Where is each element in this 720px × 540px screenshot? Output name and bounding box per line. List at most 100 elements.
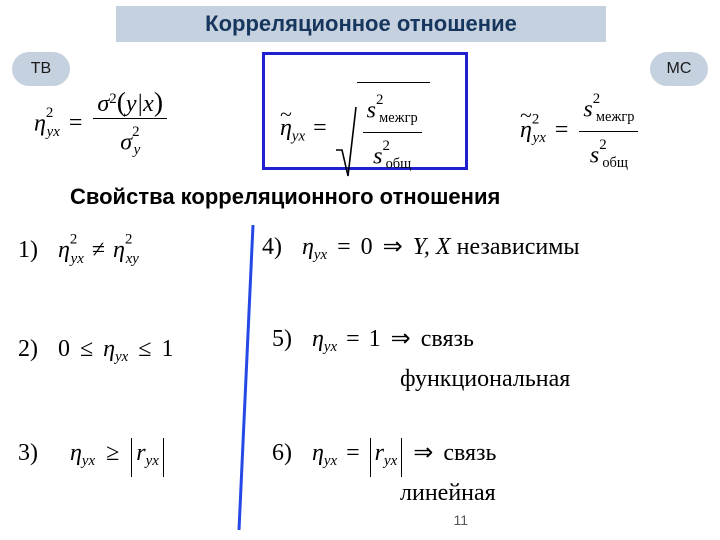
p4-label: 4) [262, 234, 296, 261]
p3-eta: η [70, 440, 82, 466]
f3-fraction: s2межгр s2общ [579, 86, 638, 177]
p2-zero: 0 [58, 336, 70, 362]
f3-eta-sup: 2 [532, 111, 539, 127]
f2-sqrt: s2межгр s2общ [335, 82, 430, 178]
f3-den-s: s [590, 142, 599, 168]
f1-num-sup: 2 [109, 91, 116, 107]
f3-eta-tilde: ~ η [520, 117, 532, 144]
f2-eta-sub: yx [292, 129, 305, 145]
p4-implies: ⇒ [383, 234, 403, 260]
p5-eta: η [312, 326, 324, 352]
f1-num-sigma: σ [97, 91, 109, 117]
f3-eq: = [555, 117, 569, 143]
sqrt-icon [335, 106, 357, 178]
f2-num-s: s [367, 97, 376, 123]
p3-sub: yx [82, 453, 95, 469]
f3-num-label: межгр [596, 109, 635, 125]
p4-zero: 0 [361, 234, 373, 260]
formula-eta-squared-sample: ~ η 2yx = s2межгр s2общ [520, 86, 640, 177]
p6-r: r [375, 440, 384, 466]
p4-YX: Y, X [413, 234, 451, 260]
property-6-line2: линейная [400, 480, 496, 507]
property-5-line2: функциональная [400, 366, 570, 393]
p6-label: 6) [272, 440, 306, 467]
f2-num-sup: 2 [376, 92, 383, 108]
f1-fraction: σ2(y|x) σ2y [93, 86, 167, 164]
p1-b-sup: 2 [125, 232, 132, 248]
p5-line1: связь [421, 326, 474, 352]
p2-le2: ≤ [138, 336, 151, 362]
p4-sub: yx [314, 247, 327, 263]
badge-mc-label: МС [667, 60, 692, 78]
p5-sub: yx [324, 339, 337, 355]
column-divider [237, 225, 257, 525]
page-number: 11 [453, 512, 468, 528]
f2-fraction: s2межгр s2общ [363, 87, 422, 178]
p1-a-eta: η [58, 237, 70, 263]
slide-title: Корреляционное отношение [116, 6, 606, 42]
f2-eq: = [313, 115, 327, 141]
p1-a-sup: 2 [70, 232, 77, 248]
f3-num-s: s [583, 96, 592, 122]
f1-den-sigma: σ [120, 129, 132, 155]
f1-eta: η [34, 110, 46, 136]
f3-den-sup: 2 [599, 137, 606, 153]
property-1: 1) η2yx ≠ η2xy [18, 232, 139, 268]
p2-sub: yx [115, 349, 128, 365]
properties-heading: Свойства корреляционного отношения [70, 184, 500, 210]
p6-eta: η [312, 440, 324, 466]
f3-den-label: общ [602, 155, 628, 171]
p1-a-sub: yx [71, 251, 84, 267]
properties-heading-text: Свойства корреляционного отношения [70, 184, 500, 209]
p3-r-sub: yx [146, 453, 159, 469]
p1-b-sub: xy [126, 251, 139, 267]
p5-eq: = [346, 326, 360, 352]
p3-label: 3) [18, 440, 52, 467]
f3-eta-sub: yx [533, 130, 546, 146]
f1-eta-sup: 2 [46, 105, 53, 121]
p2-le1: ≤ [80, 336, 93, 362]
p2-eta: η [103, 336, 115, 362]
p2-one: 1 [161, 336, 173, 362]
p6-sub: yx [324, 453, 337, 469]
f3-num-sup: 2 [593, 91, 600, 107]
property-6: 6) ηyx = ryx ⇒ связь [272, 438, 496, 477]
f2-eta-tilde: ~ η [280, 115, 292, 142]
f1-eta-sub: yx [47, 124, 60, 140]
page-number-value: 11 [453, 512, 468, 528]
f2-den-sup: 2 [382, 138, 389, 154]
f1-arg: y|x [126, 91, 154, 117]
p5-implies: ⇒ [391, 326, 411, 352]
p6-implies: ⇒ [413, 440, 433, 466]
p2-label: 2) [18, 336, 52, 363]
badge-tv-label: ТВ [31, 60, 51, 78]
f1-den-sup: 2 [132, 124, 139, 140]
formula-eta-sample: ~ η yx = s2межгр s2общ [280, 82, 430, 178]
p6-eq: = [346, 440, 360, 466]
property-2: 2) 0 ≤ ηyx ≤ 1 [18, 336, 173, 366]
badge-tv: ТВ [12, 52, 70, 86]
property-5: 5) ηyx = 1 ⇒ связь [272, 324, 474, 356]
formula-eta-squared-theoretical: η2yx = σ2(y|x) σ2y [34, 86, 169, 164]
p6-abs: ryx [370, 438, 403, 477]
p5-line2: функциональная [400, 366, 570, 392]
p1-label: 1) [18, 237, 52, 264]
f1-paren-close: ) [154, 86, 163, 117]
f1-eq: = [69, 110, 83, 136]
p5-one: 1 [369, 326, 381, 352]
p6-r-sub: yx [384, 453, 397, 469]
p1-ne: ≠ [92, 237, 105, 263]
p4-text: независимы [457, 234, 580, 260]
p1-b-eta: η [113, 237, 125, 263]
p4-eq: = [337, 234, 351, 260]
f3-tilde: ~ [520, 103, 532, 128]
slide-title-text: Корреляционное отношение [205, 11, 517, 37]
f2-tilde: ~ [280, 102, 292, 127]
f1-den-sub: y [134, 142, 141, 158]
badge-mc: МС [650, 52, 708, 86]
p3-r: r [136, 440, 145, 466]
p3-ge: ≥ [106, 440, 119, 466]
p5-label: 5) [272, 326, 306, 353]
p6-line1: связь [443, 440, 496, 466]
property-4: 4) ηyx = 0 ⇒ Y, X независимы [262, 232, 580, 264]
